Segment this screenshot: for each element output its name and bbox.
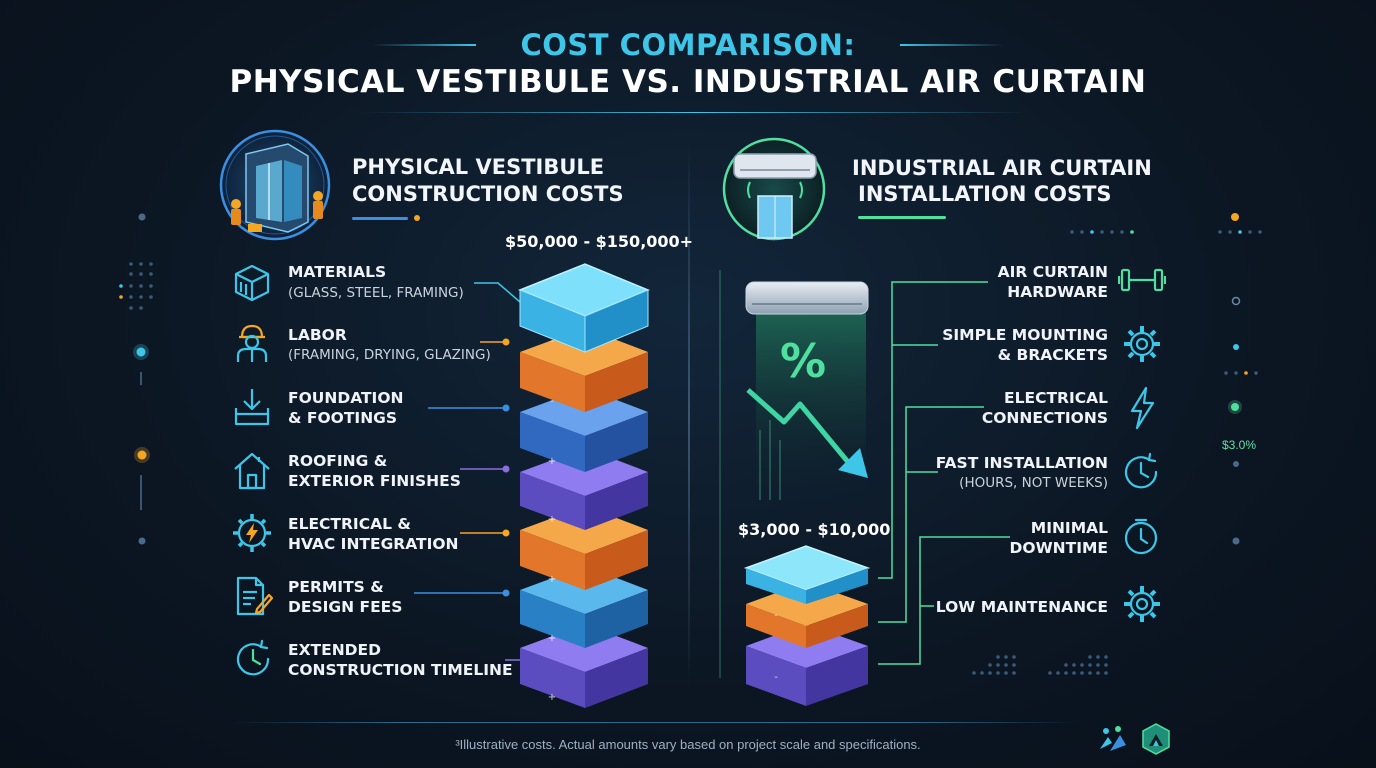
footnote: ³Illustrative costs. Actual amounts vary… bbox=[455, 737, 921, 752]
left-heading-line-1: PHYSICAL VESTIBULE bbox=[352, 155, 605, 179]
right-item-sub-fast-installation: (HOURS, NOT WEEKS) bbox=[959, 475, 1108, 491]
left-item-label-permits: PERMITS & bbox=[288, 578, 384, 596]
title-underline bbox=[360, 112, 1030, 113]
left-item-label-foundation: FOUNDATION bbox=[288, 389, 404, 407]
left-cost-range: $50,000 - $150,000+ bbox=[505, 232, 694, 251]
right-item-label-electrical: ELECTRICAL bbox=[1004, 389, 1108, 407]
right-item-sub-electrical: CONNECTIONS bbox=[981, 409, 1108, 427]
right-item-label-maintenance: LOW MAINTENANCE bbox=[935, 598, 1108, 616]
left-item-label-electrical: ELECTRICAL & bbox=[288, 515, 411, 533]
title-line-1: COST COMPARISON: bbox=[520, 28, 856, 62]
document-icon bbox=[236, 576, 273, 616]
svg-text:-: - bbox=[774, 610, 778, 621]
left-heading-line-2: CONSTRUCTION COSTS bbox=[352, 182, 624, 206]
vestibule-icon bbox=[219, 129, 331, 241]
title-rule-left bbox=[372, 44, 476, 46]
svg-text:+: + bbox=[548, 633, 556, 644]
left-item-sub-foundation: & FOOTINGS bbox=[288, 409, 398, 427]
title-line-2: PHYSICAL VESTIBULE VS. INDUSTRIAL AIR CU… bbox=[229, 64, 1147, 100]
gear-icon bbox=[1124, 326, 1160, 362]
svg-text:-: - bbox=[774, 672, 778, 683]
svg-text:+: + bbox=[548, 456, 556, 467]
svg-text:-: - bbox=[550, 336, 554, 347]
clock-icon bbox=[1124, 518, 1158, 555]
left-heading-underline bbox=[352, 217, 408, 220]
worker-icon bbox=[236, 324, 268, 362]
brand-logo-icon bbox=[1100, 726, 1126, 751]
percent-symbol: % bbox=[780, 334, 827, 388]
left-item-sub-timeline: CONSTRUCTION TIMELINE bbox=[288, 661, 513, 679]
right-cost-range: $3,000 - $10,000 bbox=[738, 520, 891, 539]
air-curtain-icon bbox=[722, 137, 826, 241]
right-item-label-hardware: AIR CURTAIN bbox=[997, 263, 1108, 281]
left-item-label-materials: MATERIALS bbox=[288, 263, 387, 281]
clock-icon bbox=[1124, 452, 1158, 489]
svg-text:-: - bbox=[550, 396, 554, 407]
electric-gear-icon bbox=[233, 514, 271, 552]
hex-logo-icon bbox=[1142, 723, 1170, 755]
svg-text:+: + bbox=[548, 574, 556, 585]
house-icon bbox=[234, 452, 270, 490]
right-item-sub-downtime: DOWNTIME bbox=[1009, 539, 1108, 557]
right-heading-line-1: INDUSTRIAL AIR CURTAIN bbox=[852, 156, 1152, 180]
right-item-label-downtime: MINIMAL bbox=[1030, 519, 1108, 537]
right-heading-underline bbox=[858, 216, 946, 219]
right-heading-line-2: INSTALLATION COSTS bbox=[858, 182, 1112, 206]
box-icon bbox=[234, 264, 270, 302]
left-item-sub-materials: (GLASS, STEEL, FRAMING) bbox=[288, 285, 464, 301]
side-stat: $3.0% bbox=[1222, 438, 1257, 452]
svg-text:+: + bbox=[548, 692, 556, 703]
left-item-sub-permits: DESIGN FEES bbox=[288, 598, 403, 616]
title-rule-right bbox=[900, 44, 1004, 46]
dumbbell-icon bbox=[1118, 268, 1166, 292]
right-item-sub-hardware: HARDWARE bbox=[1007, 283, 1108, 301]
left-item-sub-electrical: HVAC INTEGRATION bbox=[288, 535, 459, 553]
right-item-label-fast-installation: FAST INSTALLATION bbox=[935, 454, 1108, 472]
left-item-sub-labor: (FRAMING, DRYING, GLAZING) bbox=[288, 347, 491, 363]
left-item-label-timeline: EXTENDED bbox=[288, 641, 381, 659]
right-item-sub-mounting: & BRACKETS bbox=[997, 346, 1108, 364]
center-divider bbox=[688, 140, 690, 688]
right-item-label-mounting: SIMPLE MOUNTING bbox=[942, 326, 1108, 344]
left-heading-dot bbox=[414, 215, 420, 221]
left-item-label-labor: LABOR bbox=[288, 326, 347, 344]
left-item-label-roofing: ROOFING & bbox=[288, 452, 388, 470]
lightning-icon bbox=[1130, 386, 1155, 430]
gear-icon bbox=[1124, 586, 1160, 622]
clock-icon bbox=[236, 639, 270, 676]
svg-text:+: + bbox=[548, 514, 556, 525]
foundation-icon bbox=[234, 389, 270, 426]
footer-rule bbox=[230, 722, 1080, 723]
left-item-sub-roofing: EXTERIOR FINISHES bbox=[288, 472, 461, 490]
